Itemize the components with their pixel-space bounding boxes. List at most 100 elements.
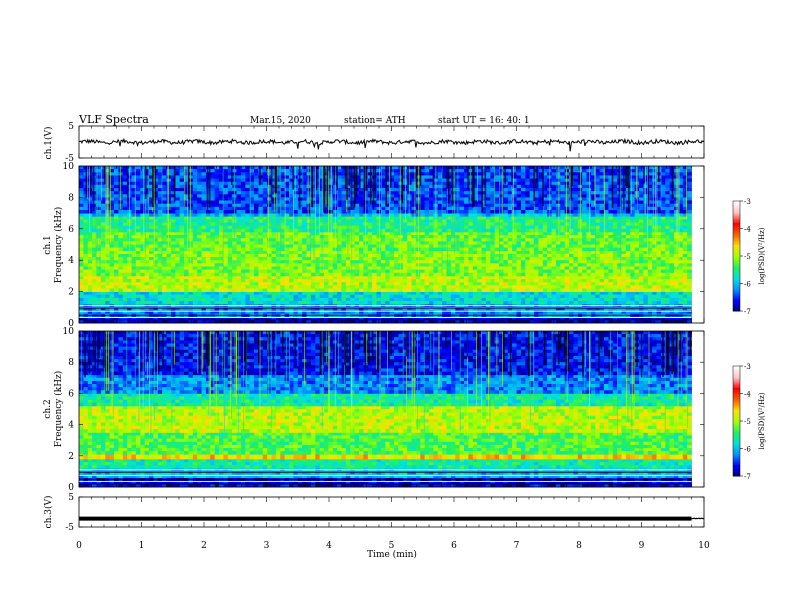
ch1-spec-cell <box>442 225 447 230</box>
ch1-spec-cell <box>122 228 128 233</box>
ch1-spec-cell <box>398 257 404 261</box>
ch1-spec-cell <box>149 282 154 286</box>
ch1-spec-cell <box>647 244 653 248</box>
ch1-spec-cell <box>625 266 631 270</box>
ch1-spec-cell <box>433 266 439 270</box>
ch1-spec-cell <box>337 238 342 242</box>
ch1-spec-cell <box>389 266 395 270</box>
ch1-spec-cell <box>669 297 675 302</box>
ch1-spec-cell <box>621 316 627 321</box>
ch1-spec-cell <box>162 253 167 258</box>
ch1-spec-cell <box>424 260 430 264</box>
ch1-spec-cell <box>258 247 264 252</box>
ch1-spec-cell <box>586 301 592 305</box>
ch1-spec-cell <box>258 253 264 258</box>
ch1-spec-cell <box>687 269 692 274</box>
ch1-spec-cell <box>315 301 321 305</box>
ch1-spec-cell <box>402 231 408 236</box>
ch1-spec-cell <box>604 272 609 277</box>
ch1-spec-cell <box>184 266 189 270</box>
date-label: Mar.15, 2020 <box>250 116 311 126</box>
ch1-spec-cell <box>582 279 587 283</box>
ch1-spec-cell <box>577 241 583 245</box>
ch1-spec-cell <box>319 316 325 321</box>
ch1-spec-cell <box>332 253 338 258</box>
ch1-spec-cell <box>687 307 692 311</box>
ch1-spec-cell <box>345 294 351 299</box>
ch1-spec-cell <box>599 279 605 283</box>
ch1-spec-cell <box>525 257 531 261</box>
ch1-spec-cell <box>551 238 557 242</box>
ch1-spec-cell <box>179 297 185 302</box>
ch1-spec-cell <box>481 216 487 220</box>
ch1-spec-cell <box>289 216 294 220</box>
ch1-spec-cell <box>293 282 299 286</box>
ch1-spec-cell <box>79 260 84 264</box>
ch1-spec-cell <box>612 282 618 286</box>
ch1-spec-cell <box>310 263 316 267</box>
ch1-spec-cell <box>219 316 224 321</box>
ch1-spec-cell <box>214 275 220 280</box>
ch1-spec-cell <box>407 288 412 292</box>
ch1-spec-cell <box>595 225 601 230</box>
ch1-spec-cell <box>612 307 618 311</box>
ch1-spec-cell <box>236 231 242 236</box>
ch1-spec-cell <box>96 285 102 289</box>
ch1-spec-cell <box>118 260 124 264</box>
ch1-spec-cell <box>96 225 102 230</box>
ch1-spec-cell <box>639 275 644 280</box>
ch1-spec-cell <box>302 241 307 245</box>
ch1-spec-cell <box>555 216 561 220</box>
ch1-spec-cell <box>223 272 229 277</box>
ch1-spec-cell <box>210 266 216 270</box>
ch1-spec-cell <box>595 291 601 296</box>
ch1-spec-cell <box>433 260 439 264</box>
ch1-spec-cell <box>105 291 111 296</box>
ch1-spec-cell <box>547 253 552 258</box>
ch1-spec-cell <box>660 253 666 258</box>
ch1-spec-cell <box>682 238 688 242</box>
ch1-spec-cell <box>608 316 614 321</box>
ch1-spec-cell <box>122 260 128 264</box>
ch1-spec-cell <box>284 231 290 236</box>
ch1-spec-cell <box>236 266 242 270</box>
ch1-spec-cell <box>380 288 386 292</box>
ch1-spec-cell <box>639 213 644 217</box>
start-time-label: start UT = 16: 40: 1 <box>438 116 530 126</box>
ch1-spec-cell <box>639 263 644 267</box>
ch1-spec-cell <box>525 307 531 311</box>
ch1-spec-cell <box>455 263 461 267</box>
ch1-spec-cell <box>389 244 395 248</box>
ch1-spec-cell <box>131 307 137 311</box>
ch1-spec-cell <box>236 222 242 226</box>
ch1-spec-cell <box>162 235 167 239</box>
ch1-spec-cell <box>520 213 526 217</box>
ch1-spec-cell <box>608 241 614 245</box>
ch1-spec-cell <box>481 275 487 280</box>
ch1-spec-cell <box>398 301 404 305</box>
ch1-spec-cell <box>652 272 657 277</box>
ch1-spec-cell <box>577 266 583 270</box>
ch1-spec-cell <box>420 319 426 324</box>
ch1-spec-cell <box>595 272 601 277</box>
ch1-spec-cell <box>324 216 329 220</box>
ch1-spec-cell <box>245 257 251 261</box>
ch1-spec-cell <box>547 247 552 252</box>
ch1-spec-cell <box>516 275 522 280</box>
ch1-spec-cell <box>280 294 286 299</box>
ch1-spec-cell <box>197 269 202 274</box>
ch1-spec-cell <box>79 282 84 286</box>
ch1-spec-cell <box>678 288 684 292</box>
ch1-spec-cell <box>79 225 84 230</box>
ch1-spec-cell <box>481 316 487 321</box>
ch1-spec-cell <box>656 319 662 324</box>
ch1-spec-cell <box>643 244 649 248</box>
ch1-spec-cell <box>389 228 395 233</box>
ch1-spec-cell <box>534 297 539 302</box>
ch1-spec-cell <box>612 225 618 230</box>
ch1-spec-cell <box>184 288 189 292</box>
ch1-spec-cell <box>280 166 286 170</box>
ch1-spec-cell <box>687 235 692 239</box>
ch1-spec-cell <box>109 279 115 283</box>
ch1-spec-cell <box>424 257 430 261</box>
